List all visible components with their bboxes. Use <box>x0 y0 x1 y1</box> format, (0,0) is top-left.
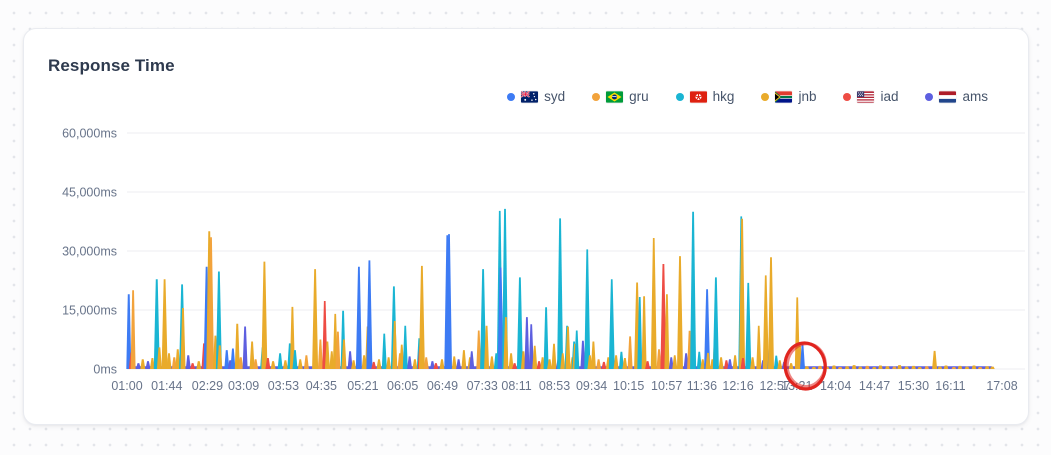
legend-dot <box>761 92 770 101</box>
svg-text:0ms: 0ms <box>93 362 117 376</box>
svg-text:14:04: 14:04 <box>820 379 851 393</box>
svg-text:09:34: 09:34 <box>576 379 607 393</box>
legend-label: hkg <box>712 89 735 104</box>
svg-text:01:44: 01:44 <box>151 379 182 393</box>
legend-dot <box>507 92 516 101</box>
svg-text:17:08: 17:08 <box>986 379 1017 393</box>
svg-text:07:33: 07:33 <box>467 379 498 393</box>
svg-text:12:16: 12:16 <box>722 379 753 393</box>
chart-legend: syd gru hkg jnb iad ams <box>507 89 988 104</box>
response-time-chart[interactable]: 0ms 15,000ms 30,000ms 45,000ms 60,000ms 01:00… <box>25 113 1029 405</box>
x-axis-labels: 01:00 01:44 02:29 03:09 03:53 04:35 05:21 06:05… <box>111 379 1017 393</box>
flag-nl-icon <box>939 90 957 103</box>
flag-za-icon <box>775 90 793 103</box>
legend-dot <box>925 92 934 101</box>
legend-label: iad <box>880 89 899 104</box>
svg-text:05:21: 05:21 <box>347 379 378 393</box>
card-title: Response Time <box>48 56 175 75</box>
legend-item-iad[interactable]: iad <box>843 89 898 104</box>
legend-item-ams[interactable]: ams <box>925 89 988 104</box>
legend-label: ams <box>962 89 988 104</box>
flag-hk-icon <box>689 90 707 103</box>
series-spikes <box>126 208 995 369</box>
flag-au-icon <box>521 90 539 103</box>
svg-text:15:30: 15:30 <box>898 379 929 393</box>
svg-text:45,000ms: 45,000ms <box>62 185 117 199</box>
svg-text:12:57: 12:57 <box>759 379 790 393</box>
svg-text:60,000ms: 60,000ms <box>62 126 117 140</box>
legend-label: gru <box>629 89 649 104</box>
svg-text:03:09: 03:09 <box>228 379 259 393</box>
svg-text:30,000ms: 30,000ms <box>62 244 117 258</box>
svg-text:10:57: 10:57 <box>651 379 682 393</box>
svg-text:10:15: 10:15 <box>613 379 644 393</box>
legend-item-gru[interactable]: gru <box>592 89 649 104</box>
svg-text:15,000ms: 15,000ms <box>62 303 117 317</box>
svg-text:08:11: 08:11 <box>501 379 531 393</box>
flag-br-icon <box>606 90 624 103</box>
y-axis-labels: 0ms 15,000ms 30,000ms 45,000ms 60,000ms <box>62 126 117 376</box>
svg-text:03:53: 03:53 <box>268 379 299 393</box>
svg-text:02:29: 02:29 <box>192 379 223 393</box>
svg-text:11:36: 11:36 <box>687 379 717 393</box>
svg-text:06:05: 06:05 <box>387 379 418 393</box>
legend-label: syd <box>544 89 566 104</box>
svg-text:01:00: 01:00 <box>111 379 142 393</box>
legend-item-syd[interactable]: syd <box>507 89 565 104</box>
legend-dot <box>592 92 601 101</box>
svg-text:04:35: 04:35 <box>306 379 337 393</box>
svg-text:16:11: 16:11 <box>935 379 965 393</box>
svg-text:06:49: 06:49 <box>427 379 458 393</box>
legend-dot <box>675 92 684 101</box>
chart-canvas[interactable]: 0ms 15,000ms 30,000ms 45,000ms 60,000ms 01:00… <box>25 113 1029 405</box>
flag-us-icon <box>857 90 875 103</box>
response-time-card: Response Time syd gru hkg jnb iad ams 0ms 15,0… <box>23 28 1029 425</box>
svg-text:14:47: 14:47 <box>859 379 890 393</box>
legend-item-hkg[interactable]: hkg <box>675 89 735 104</box>
legend-item-jnb[interactable]: jnb <box>761 89 816 104</box>
annotation-circle <box>783 341 827 391</box>
legend-dot <box>843 92 852 101</box>
svg-text:08:53: 08:53 <box>539 379 570 393</box>
legend-label: jnb <box>798 89 817 104</box>
